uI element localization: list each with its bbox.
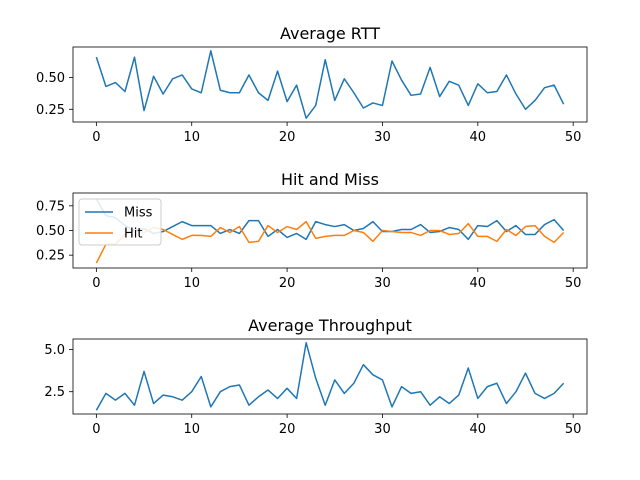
x-tick-label: 40	[470, 130, 487, 145]
x-tick-label: 50	[565, 130, 582, 145]
x-tick-label: 50	[565, 422, 582, 437]
x-tick-label: 0	[92, 276, 100, 291]
subplot-title: Average Throughput	[248, 316, 412, 335]
x-tick-label: 20	[279, 276, 296, 291]
subplot-3: Average Throughput 0 10 20 30 40 50 2.5 5.0	[44, 316, 588, 437]
series-line	[95, 341, 565, 411]
x-tick-label: 20	[279, 422, 296, 437]
x-tick-label: 50	[565, 276, 582, 291]
series-line	[95, 50, 565, 119]
subplot-title: Hit and Miss	[281, 170, 379, 189]
y-tick-label: 2.5	[44, 385, 65, 400]
series-line-hit	[95, 220, 565, 264]
x-tick-label: 10	[183, 422, 200, 437]
x-tick-label: 30	[374, 422, 391, 437]
subplot-2: Hit and Miss 0 10 20 30 40 50 0.25 0.50 0.75 Miss H…	[36, 170, 588, 291]
legend: Miss Hit	[78, 198, 162, 246]
x-tick-label: 10	[183, 276, 200, 291]
legend-label-miss: Miss	[124, 206, 153, 221]
x-tick-label: 40	[470, 422, 487, 437]
y-tick-label: 0.75	[36, 199, 65, 214]
subplot-1: Average RTT 0 10 20 30 40 50 0.25 0.50	[36, 24, 588, 145]
y-tick-label: 0.50	[36, 71, 65, 86]
x-tick-label: 30	[374, 276, 391, 291]
y-tick-label: 0.25	[36, 249, 65, 264]
x-tick-label: 30	[374, 130, 391, 145]
subplot-title: Average RTT	[280, 24, 380, 43]
y-tick-label: 0.25	[36, 103, 65, 118]
x-tick-label: 20	[279, 130, 296, 145]
x-tick-label: 10	[183, 130, 200, 145]
y-tick-label: 5.0	[44, 343, 65, 358]
axes-frame	[72, 46, 588, 123]
x-tick-label: 0	[92, 130, 100, 145]
series-line-miss	[95, 198, 565, 241]
x-tick-label: 40	[470, 276, 487, 291]
y-tick-label: 0.50	[36, 224, 65, 239]
legend-label-hit: Hit	[124, 227, 142, 242]
axes-frame	[72, 338, 588, 415]
x-tick-label: 0	[92, 422, 100, 437]
